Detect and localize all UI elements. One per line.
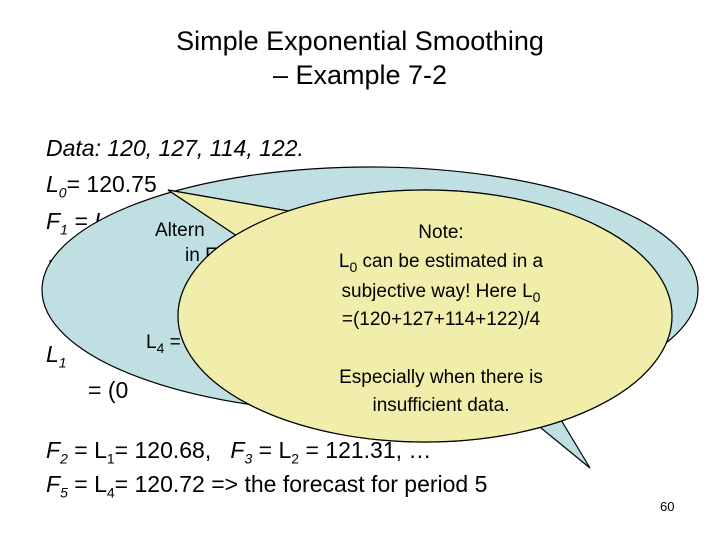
f2-sub: 2 — [60, 450, 68, 467]
title-line-1: Simple Exponential Smoothing — [176, 26, 544, 56]
f3-label: F — [230, 437, 245, 463]
note-line1-b: can be estimated in a — [357, 251, 544, 272]
note-line1-a: L — [338, 251, 350, 272]
back-callout-line1: Altern — [155, 220, 205, 241]
f1-sub: 1 — [60, 221, 68, 238]
f3-mid: = L — [258, 437, 292, 463]
l0-label: L — [46, 171, 59, 197]
l1-line: L1 — [46, 340, 67, 371]
f2-f3-line: F2 = L1= 120.68, F3 = L2 = 121.31, … — [46, 436, 431, 467]
l1-sub: 1 — [58, 354, 67, 371]
l0-sub: 0 — [58, 184, 67, 201]
page-number: 60 — [660, 499, 675, 514]
note-line4: Especially when there is — [339, 367, 543, 388]
title-line-2: – Example 7-2 — [272, 60, 448, 90]
note-line2-a: subjective way! Here L — [341, 281, 533, 302]
note-line1-sub: 0 — [349, 258, 358, 275]
f5-mid: = L — [74, 471, 107, 497]
f2-value: = 120.68, — [114, 437, 212, 463]
f1-label: F — [46, 208, 61, 234]
f5-line: F5 = L4= 120.72 => the forecast for peri… — [46, 470, 488, 501]
f5-value: = 120.72 => the forecast for period 5 — [114, 471, 488, 497]
l0-line: L0= 120.75 — [46, 170, 157, 201]
note-line2: subjective way! Here L0 — [0, 280, 720, 304]
note-title: Note: — [418, 222, 464, 243]
f2-sub2: 1 — [106, 450, 115, 467]
f3-sub2: 2 — [291, 450, 300, 467]
data-line: Data: 120, 127, 114, 122. — [46, 135, 304, 161]
paren-partial: = (0 — [88, 377, 129, 403]
slide-title: Simple Exponential Smoothing – Example 7… — [0, 24, 720, 92]
l0-value: = 120.75 — [66, 171, 157, 197]
f3-sub: 3 — [244, 450, 253, 467]
f5-label: F — [46, 471, 61, 497]
note-line2-sub: 0 — [532, 288, 541, 305]
f5-sub2: 4 — [106, 484, 115, 501]
note-line3: =(120+127+114+122)/4 — [341, 309, 541, 330]
l1-label: L — [46, 341, 59, 367]
back-l4-label: L — [146, 332, 157, 353]
front-callout-ellipse-overlay — [177, 189, 673, 443]
f2-mid: = L — [74, 437, 107, 463]
note-line1: L0 can be estimated in a — [0, 250, 720, 274]
note-line5: insufficient data. — [372, 395, 510, 416]
back-l4-sub: 4 — [156, 339, 165, 356]
f5-sub: 5 — [60, 484, 68, 501]
f2-label: F — [46, 437, 61, 463]
